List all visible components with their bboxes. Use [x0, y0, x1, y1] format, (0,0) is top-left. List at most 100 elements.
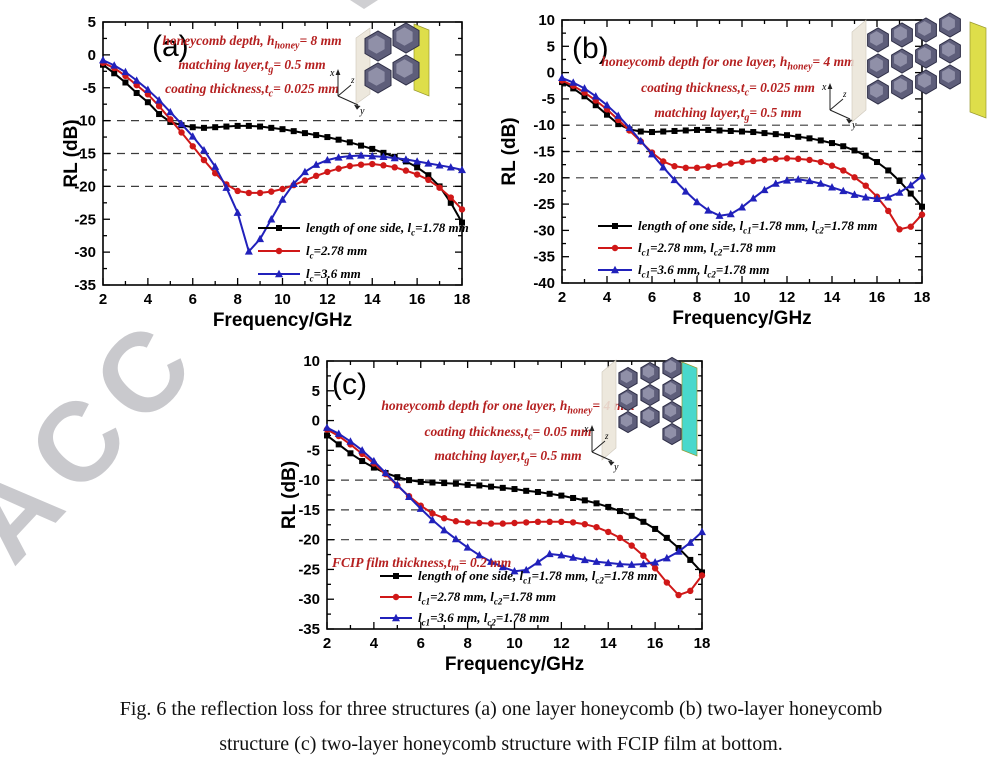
- legend-marker: [393, 573, 399, 579]
- inset-honeycomb-cell-face: [894, 52, 907, 67]
- marker-circle: [698, 572, 706, 579]
- triad-x-label: x: [329, 68, 335, 79]
- inset-honeycomb-cell-face: [942, 42, 955, 57]
- marker-square: [369, 145, 376, 152]
- marker-triangle: [424, 159, 433, 167]
- y-tick-label: -20: [298, 532, 320, 549]
- marker-square: [268, 124, 275, 131]
- marker-circle: [761, 156, 768, 164]
- series-triangle: [99, 55, 466, 255]
- marker-circle: [817, 158, 824, 166]
- marker-square: [570, 494, 577, 501]
- x-tick-label: 2: [323, 635, 331, 652]
- y-tick-label: -30: [74, 244, 96, 261]
- chart-panel-a: 2 4 6 8 10 12 14 16 18 5 0 -5 -10 -15 -20 -25 -30 -35 Freq…: [61, 14, 470, 331]
- caption-line-1: Fig. 6 the reflection loss for three str…: [119, 698, 883, 720]
- marker-square: [671, 127, 678, 134]
- triad-z-label: z: [604, 431, 609, 441]
- x-tick-label: 6: [417, 635, 425, 652]
- marker-triangle: [132, 76, 141, 84]
- marker-circle: [452, 518, 460, 525]
- annotation-fcip: FCIP film thickness,tm= 0.2 mm: [331, 555, 511, 574]
- marker-triangle: [278, 195, 287, 203]
- marker-square: [200, 124, 207, 131]
- marker-square: [652, 525, 659, 532]
- legend-marker: [392, 613, 400, 622]
- marker-triangle: [510, 567, 519, 575]
- marker-square: [511, 486, 518, 493]
- y-tick-label: 0: [312, 413, 320, 430]
- marker-triangle: [405, 492, 414, 500]
- marker-square: [223, 123, 230, 130]
- marker-circle: [523, 519, 530, 526]
- marker-circle: [671, 163, 678, 170]
- chart-panel-b: 2 4 6 8 10 12 14 16 18 10 5 0 -5 -10 -15 -20 -25 -30 -35 -4…: [500, 12, 987, 329]
- inset-honeycomb-cell-face: [642, 387, 655, 400]
- y-tick-label: 0: [88, 47, 96, 64]
- inset-honeycomb-cell-face: [620, 370, 633, 383]
- marker-square: [581, 93, 588, 100]
- marker-triangle: [244, 247, 253, 255]
- triad-y-axis: [591, 451, 613, 462]
- y-tick-label: -15: [298, 502, 320, 519]
- marker-triangle: [300, 167, 309, 176]
- marker-circle: [189, 143, 196, 150]
- marker-square: [347, 450, 354, 457]
- triad-x-label: x: [821, 82, 827, 93]
- marker-circle: [716, 161, 723, 169]
- marker-square: [817, 137, 824, 144]
- legend-marker: [392, 593, 400, 601]
- triad-y-axis: [337, 95, 359, 106]
- marker-triangle: [615, 559, 624, 568]
- marker-triangle: [783, 176, 791, 184]
- marker-circle: [200, 156, 208, 164]
- marker-triangle: [177, 119, 186, 128]
- y-tick-label: -35: [74, 277, 96, 294]
- marker-square: [335, 136, 342, 143]
- x-tick-label: 16: [647, 635, 664, 652]
- reference-lines: [103, 120, 462, 187]
- x-tick-label: 10: [274, 291, 291, 308]
- legend-marker: [276, 225, 282, 231]
- marker-triangle: [401, 155, 410, 163]
- marker-square: [705, 126, 712, 133]
- marker-square: [476, 482, 483, 489]
- inset-front-plate: [851, 19, 867, 123]
- marker-triangle: [155, 96, 164, 104]
- inset-honeycomb-cell-face: [368, 67, 385, 86]
- legend-entry-label: length of one side, lc=1.78 mm: [306, 220, 469, 238]
- marker-square: [604, 111, 610, 118]
- marker-square: [245, 122, 252, 129]
- marker-square: [682, 127, 689, 134]
- triad-x-arrowhead: [335, 69, 341, 75]
- marker-triangle: [323, 423, 331, 431]
- marker-square: [452, 480, 459, 487]
- marker-triangle: [413, 157, 422, 165]
- marker-triangle: [451, 534, 460, 543]
- marker-triangle: [918, 172, 926, 180]
- x-tick-label: 12: [319, 291, 336, 308]
- triad-z-label: z: [350, 75, 355, 85]
- y-tick-label: -25: [74, 211, 96, 228]
- inset-honeycomb-cell-face: [642, 365, 655, 378]
- marker-square: [417, 478, 424, 485]
- y-tick-label: -20: [74, 178, 96, 195]
- y-tick-label: -5: [83, 80, 96, 97]
- legend-entry-label: lc=3.6 mm: [306, 266, 361, 284]
- x-tick-label: 6: [648, 289, 656, 306]
- marker-triangle: [99, 55, 107, 64]
- marker-triangle: [648, 149, 656, 158]
- marker-circle: [357, 161, 365, 168]
- marker-triangle: [794, 175, 803, 183]
- panel-letter: (b): [572, 32, 609, 65]
- x-axis-title: Frequency/GHz: [213, 310, 352, 331]
- marker-triangle: [379, 152, 388, 160]
- x-tick-label: 8: [233, 291, 241, 308]
- structure-inset: x z y: [583, 356, 698, 473]
- marker-square: [156, 111, 163, 118]
- marker-circle: [402, 167, 410, 174]
- marker-square: [459, 219, 465, 226]
- triad-x-label: x: [583, 424, 589, 435]
- marker-triangle: [143, 85, 152, 93]
